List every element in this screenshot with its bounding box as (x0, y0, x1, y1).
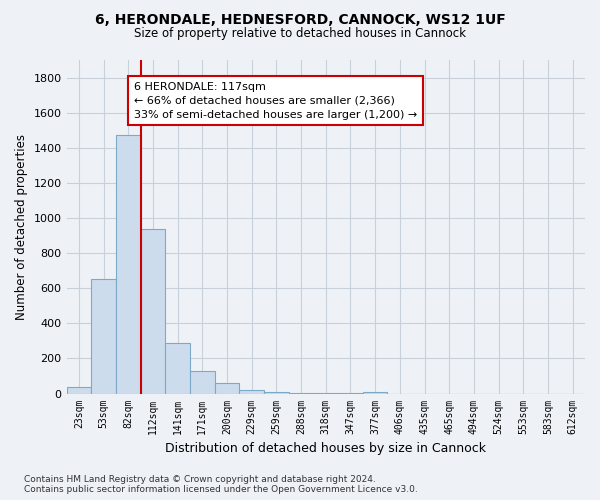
Bar (289, 392, 313, 394)
Bar (67, 387, 91, 394)
Text: 6, HERONDALE, HEDNESFORD, CANNOCK, WS12 1UF: 6, HERONDALE, HEDNESFORD, CANNOCK, WS12 … (95, 12, 505, 26)
Text: Contains HM Land Registry data © Crown copyright and database right 2024.
Contai: Contains HM Land Registry data © Crown c… (24, 474, 418, 494)
Bar (264, 392, 289, 394)
Bar (239, 390, 264, 394)
Y-axis label: Number of detached properties: Number of detached properties (15, 134, 28, 320)
Text: 6 HERONDALE: 117sqm
← 66% of detached houses are smaller (2,366)
33% of semi-det: 6 HERONDALE: 117sqm ← 66% of detached ho… (134, 82, 417, 120)
X-axis label: Distribution of detached houses by size in Cannock: Distribution of detached houses by size … (165, 442, 486, 455)
Bar (215, 382, 239, 394)
Bar (190, 371, 215, 394)
Bar (165, 342, 190, 394)
Bar (140, 230, 165, 394)
Bar (363, 392, 388, 394)
Bar (116, 136, 140, 394)
Bar (91, 280, 116, 394)
Text: Size of property relative to detached houses in Cannock: Size of property relative to detached ho… (134, 28, 466, 40)
